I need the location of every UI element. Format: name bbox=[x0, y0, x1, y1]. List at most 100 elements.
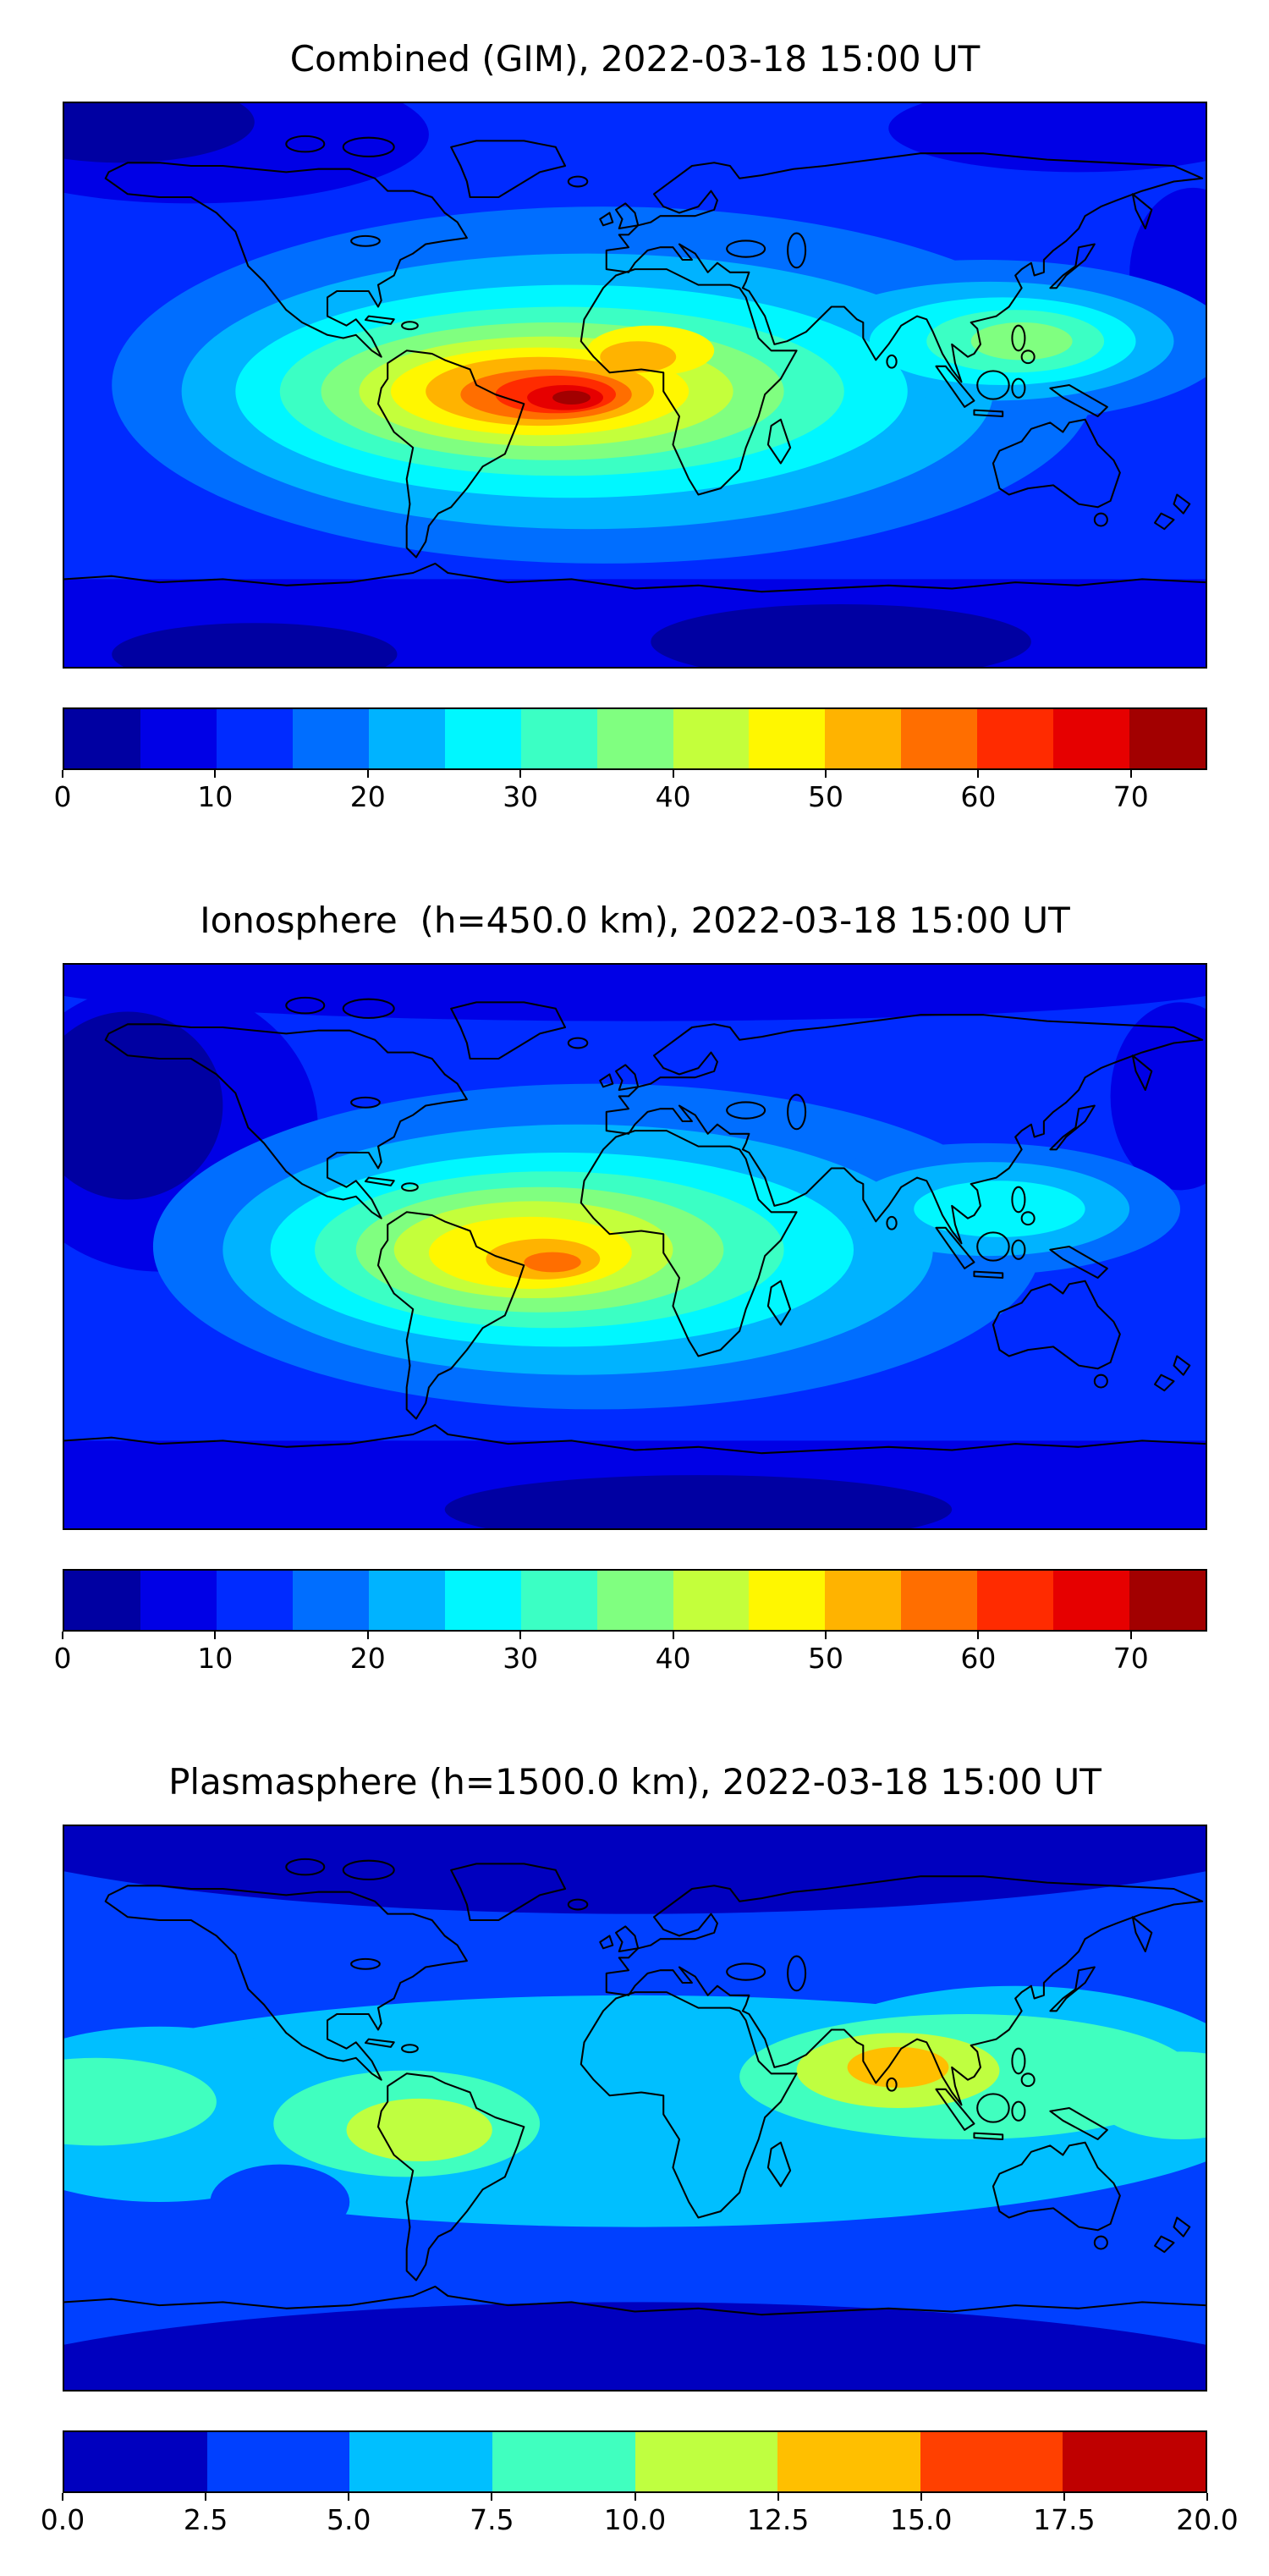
colorbar-segment bbox=[1063, 2432, 1206, 2491]
colorbar-tick-mark bbox=[1063, 2493, 1065, 2501]
colorbar-segment bbox=[368, 709, 445, 768]
colorbar-segment bbox=[749, 1571, 826, 1630]
colorbar-tick-mark bbox=[825, 770, 827, 778]
colorbar-tick-mark bbox=[62, 2493, 63, 2501]
colorbar-tick-mark bbox=[348, 2493, 350, 2501]
colorbar-tick-mark bbox=[825, 1632, 827, 1639]
colorbar-segment bbox=[140, 709, 217, 768]
colorbar-tick-mark bbox=[777, 2493, 779, 2501]
colorbar-segment bbox=[520, 709, 597, 768]
panel-title-combined: Combined (GIM), 2022-03-18 15:00 UT bbox=[289, 38, 981, 80]
colorbar-segment bbox=[673, 709, 750, 768]
colorbar-tick-label: 20.0 bbox=[1176, 2503, 1239, 2536]
heatmap-layers-plasmasphere bbox=[64, 1826, 1206, 2390]
colorbar-ionosphere: 0 10 20 30 40 50 60 70 bbox=[54, 1569, 1207, 1679]
colorbar-tick-mark bbox=[1129, 1632, 1132, 1639]
colorbar-tick-mark bbox=[62, 1632, 63, 1639]
colorbar-segment bbox=[444, 709, 521, 768]
map-plasmasphere bbox=[64, 1826, 1206, 2390]
colorbar-segment bbox=[64, 1571, 140, 1630]
colorbar-segment bbox=[777, 2432, 920, 2491]
colorbar-bar bbox=[63, 1569, 1207, 1632]
colorbar-tick-label: 60 bbox=[960, 780, 997, 813]
colorbar-tick-mark bbox=[634, 2493, 636, 2501]
colorbar-tick-label: 12.5 bbox=[746, 2503, 810, 2536]
colorbar-tick-label: 20 bbox=[349, 1642, 386, 1675]
colorbar-segment bbox=[292, 1571, 369, 1630]
map-frame-plasmasphere bbox=[63, 1825, 1207, 2392]
colorbar-plasmasphere: 0.0 2.5 5.0 7.5 10.0 12.5 15.0 17.5 20.0 bbox=[41, 2430, 1239, 2540]
colorbar-tick-mark bbox=[366, 1632, 369, 1639]
colorbar-tick-label: 70 bbox=[1112, 1642, 1149, 1675]
colorbar-tick-label: 50 bbox=[808, 1642, 843, 1675]
colorbar-tick-mark bbox=[366, 770, 369, 778]
colorbar-segment bbox=[349, 2432, 492, 2491]
colorbar-tick-label: 0 bbox=[53, 1642, 72, 1675]
heatmap-layers-combined bbox=[64, 103, 1206, 667]
colorbar-tick-label: 0 bbox=[53, 780, 72, 813]
colorbar-tick-label: 30 bbox=[503, 780, 539, 813]
colorbar-tick-label: 40 bbox=[655, 1642, 691, 1675]
colorbar-tick-mark bbox=[491, 2493, 493, 2501]
colorbar-tick-label: 17.5 bbox=[1033, 2503, 1096, 2536]
colorbar-tick-mark bbox=[672, 770, 674, 778]
panel-title-ionosphere: Ionosphere (h=450.0 km), 2022-03-18 15:0… bbox=[200, 900, 1070, 941]
colorbar-tick-label: 2.5 bbox=[183, 2503, 228, 2536]
colorbar-segment bbox=[64, 709, 140, 768]
colorbar-tick-labels: 0 10 20 30 40 50 60 70 bbox=[54, 780, 1207, 817]
colorbar-tick-mark bbox=[1206, 2493, 1208, 2501]
colorbar-segment bbox=[901, 1571, 978, 1630]
colorbar-tick-mark bbox=[672, 1632, 674, 1639]
colorbar-tick-label: 40 bbox=[655, 780, 691, 813]
colorbar-segment bbox=[140, 1571, 217, 1630]
colorbar-tick-label: 15.0 bbox=[890, 2503, 953, 2536]
colorbar-tick-label: 60 bbox=[960, 1642, 997, 1675]
colorbar-segment bbox=[1053, 1571, 1130, 1630]
colorbar-tick-labels: 0.0 2.5 5.0 7.5 10.0 12.5 15.0 17.5 20.0 bbox=[41, 2503, 1239, 2540]
colorbar-segment bbox=[634, 2432, 778, 2491]
colorbar-tick-label: 7.5 bbox=[470, 2503, 514, 2536]
colorbar-segment bbox=[825, 1571, 902, 1630]
colorbar-segment bbox=[596, 709, 673, 768]
colorbar-tick-mark bbox=[214, 1632, 217, 1639]
map-frame-ionosphere bbox=[63, 963, 1207, 1530]
colorbar-segment bbox=[1129, 1571, 1206, 1630]
colorbar-tick-mark bbox=[519, 1632, 522, 1639]
heatmap-layers-ionosphere bbox=[64, 965, 1206, 1528]
colorbar-segment bbox=[1129, 709, 1206, 768]
figure: Combined (GIM), 2022-03-18 15:00 UT bbox=[0, 37, 1269, 2540]
colorbar-tick-label: 10 bbox=[197, 780, 233, 813]
colorbar-tick-label: 5.0 bbox=[327, 2503, 371, 2536]
colorbar-tick-mark bbox=[920, 2493, 922, 2501]
colorbar-tick-label: 30 bbox=[503, 1642, 539, 1675]
colorbar-segment bbox=[444, 1571, 521, 1630]
colorbar-tick-label: 10 bbox=[197, 1642, 233, 1675]
colorbar-tick-label: 10.0 bbox=[603, 2503, 667, 2536]
map-frame-combined bbox=[63, 102, 1207, 669]
colorbar-segment bbox=[216, 709, 293, 768]
colorbar-segment bbox=[216, 1571, 293, 1630]
colorbar-tick-mark bbox=[205, 2493, 207, 2501]
colorbar-bar bbox=[63, 2430, 1207, 2493]
colorbar-tick-label: 50 bbox=[808, 780, 843, 813]
colorbar-segment bbox=[901, 709, 978, 768]
colorbar-segment bbox=[977, 1571, 1054, 1630]
colorbar-segment bbox=[368, 1571, 445, 1630]
colorbar-tick-mark bbox=[1129, 770, 1132, 778]
map-combined bbox=[64, 103, 1206, 667]
colorbar-segment bbox=[749, 709, 826, 768]
colorbar-segment bbox=[825, 709, 902, 768]
colorbar-tick-mark bbox=[62, 770, 63, 778]
colorbar-tick-mark bbox=[977, 770, 980, 778]
colorbar-segment bbox=[596, 1571, 673, 1630]
colorbar-tick-mark bbox=[214, 770, 217, 778]
colorbar-segment bbox=[206, 2432, 350, 2491]
map-ionosphere bbox=[64, 965, 1206, 1528]
colorbar-segment bbox=[920, 2432, 1063, 2491]
colorbar-segment bbox=[492, 2432, 635, 2491]
colorbar-segment bbox=[673, 1571, 750, 1630]
colorbar-tick-mark bbox=[519, 770, 522, 778]
colorbar-bar bbox=[63, 707, 1207, 770]
panel-title-plasmasphere: Plasmasphere (h=1500.0 km), 2022-03-18 1… bbox=[168, 1761, 1101, 1803]
colorbar-segment bbox=[977, 709, 1054, 768]
